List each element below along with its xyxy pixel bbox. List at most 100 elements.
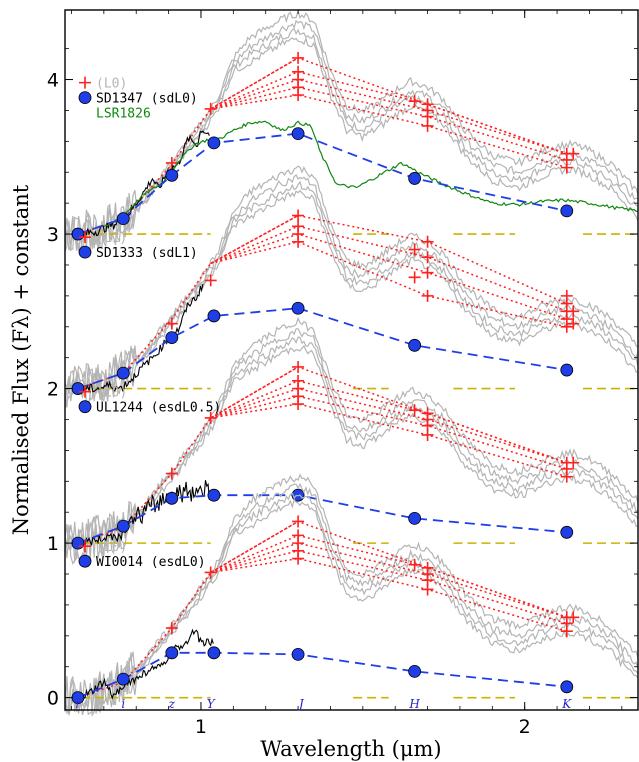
photometry-point (408, 511, 422, 525)
legend-label: SD1347 (sdL0) (96, 92, 198, 107)
model-point (567, 611, 580, 624)
photometry-point (71, 227, 85, 241)
band-label: J (296, 697, 305, 711)
x-axis-title: Wavelength (μm) (260, 737, 441, 761)
legend-label: (L1) (96, 231, 127, 246)
axes: 0 1 2 3 4 1 2 r i z Y J H K (47, 10, 638, 738)
model-line (210, 225, 568, 312)
photometry-point (165, 168, 179, 182)
legend-label: WI0014 (esdL0) (96, 555, 206, 570)
photometry-point (408, 338, 422, 352)
model-point (421, 235, 434, 248)
plot-area: (L0)SD1347 (sdL0)LSR1826(L1)SD1333 (sdL1… (64, 8, 639, 717)
photometry-point (116, 366, 130, 380)
photometry-point (165, 331, 179, 344)
model-point (421, 251, 434, 264)
template-spectrum (64, 328, 639, 566)
legend-plus-marker (79, 385, 91, 398)
model-point (408, 243, 421, 256)
model-line (210, 86, 568, 161)
template-spectrum (64, 316, 639, 560)
photometry-point (71, 382, 85, 395)
model-point (292, 51, 305, 64)
model-point (421, 407, 434, 420)
legend-label: UL1244 (esdL0.5) (96, 401, 221, 416)
model-point (408, 95, 421, 108)
photometry-point (71, 536, 85, 550)
model-point (408, 558, 421, 571)
model-point (421, 561, 434, 574)
photometry-line (77, 651, 567, 699)
model-point (165, 317, 178, 330)
photometry-point (165, 646, 179, 660)
x-tick-label: 1 (195, 716, 207, 738)
photometry-point (291, 647, 305, 661)
model-point (292, 220, 305, 233)
object-spectrum (80, 480, 214, 548)
model-point (560, 289, 573, 302)
photometry-point (291, 301, 305, 315)
legend-circle-marker (78, 91, 92, 105)
model-line (210, 557, 568, 632)
legend-plus-marker (79, 540, 91, 553)
y-tick-label: 0 (47, 688, 59, 710)
template-spectrum (64, 473, 639, 716)
photometry-point (408, 172, 422, 185)
photometry-point (116, 212, 130, 226)
template-spectrum (64, 336, 639, 564)
model-point (165, 622, 178, 635)
band-label: r (75, 697, 82, 711)
model-line (210, 403, 568, 478)
model-point (567, 456, 580, 469)
legend-label: LSR1826 (96, 107, 151, 122)
model-line (210, 395, 568, 470)
band-label: z (168, 697, 176, 711)
model-line (210, 380, 568, 464)
y-tick-label: 2 (47, 379, 59, 401)
template-spectrum (64, 180, 639, 409)
band-label: i (121, 697, 125, 711)
template-spectrum (64, 344, 639, 564)
plot-frame (64, 9, 639, 711)
band-label: K (561, 697, 572, 711)
template-spectrum (64, 189, 639, 410)
model-line (210, 71, 568, 155)
y-tick-label: 3 (47, 224, 59, 246)
legend-plus-marker (79, 76, 91, 89)
band-label: Y (207, 697, 216, 711)
object-spectrum (80, 283, 204, 393)
model-point (165, 156, 178, 169)
model-point (292, 374, 305, 387)
model-point (421, 289, 434, 302)
template-spectrum (64, 174, 639, 402)
band-label: H (408, 697, 420, 711)
photometry-point (560, 525, 574, 539)
legend-label: (L0) (96, 540, 127, 555)
y-tick-label: 1 (47, 533, 59, 555)
model-point (204, 274, 217, 287)
model-point (421, 266, 434, 279)
object-spectrum (80, 628, 214, 702)
photometry-point (116, 672, 130, 686)
model-line (210, 366, 568, 464)
photometry-point (116, 519, 130, 533)
model-point (292, 529, 305, 542)
model-point (165, 467, 178, 480)
y-axis-title: Normalised Flux (Fλ) + constant (9, 184, 33, 535)
model-point (204, 566, 217, 579)
model-line (210, 241, 567, 328)
photometry-point (560, 680, 574, 694)
template-spectrum (64, 28, 639, 251)
photometry-point (207, 646, 221, 660)
template-spectrum (64, 8, 639, 252)
lsr1826-spectrum (103, 120, 639, 227)
template-spectrum (64, 36, 639, 254)
photometry-point (207, 488, 221, 502)
model-point (567, 317, 580, 330)
template-spectrum (64, 492, 639, 717)
x-tick-label: 2 (519, 716, 531, 738)
y-tick-label: 4 (47, 70, 59, 92)
photometry-point (560, 204, 574, 218)
model-point (292, 515, 305, 528)
